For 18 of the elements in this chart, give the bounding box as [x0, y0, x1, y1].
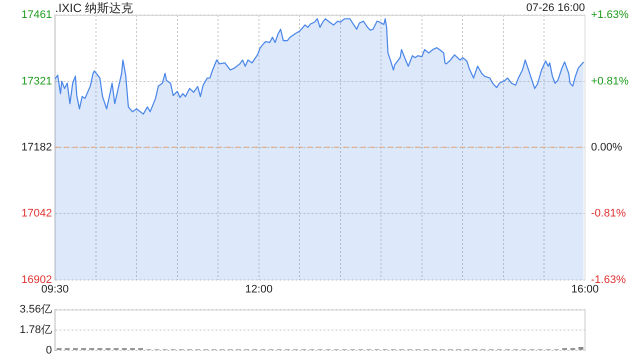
chart-title: .IXIC 纳斯达克: [55, 0, 134, 17]
y2-tick-label: +0.81%: [591, 76, 629, 88]
y-tick-label: 17321: [21, 75, 52, 88]
y-tick-label: 17042: [21, 208, 52, 220]
y2-tick-label: +1.63%: [591, 9, 629, 22]
y-tick-label: 0: [46, 344, 52, 356]
x-tick-label: 16:00: [571, 284, 599, 296]
x-tick-label: 09:30: [41, 284, 69, 296]
y-tick-label: 17182: [21, 141, 52, 154]
y2-tick-label: -0.81%: [591, 207, 626, 220]
y2-tick-label: -1.63%: [591, 274, 626, 286]
y-tick-label: 1.78亿: [20, 324, 52, 336]
chart-subtitle: 07-26 16:00: [526, 2, 585, 14]
x-tick-label: 12:00: [245, 284, 273, 296]
y-tick-label: 17461: [21, 9, 52, 22]
y-tick-label: 16902: [21, 274, 52, 286]
y-tick-label: 3.56亿: [20, 304, 52, 316]
y2-tick-label: 0.00%: [591, 142, 622, 154]
